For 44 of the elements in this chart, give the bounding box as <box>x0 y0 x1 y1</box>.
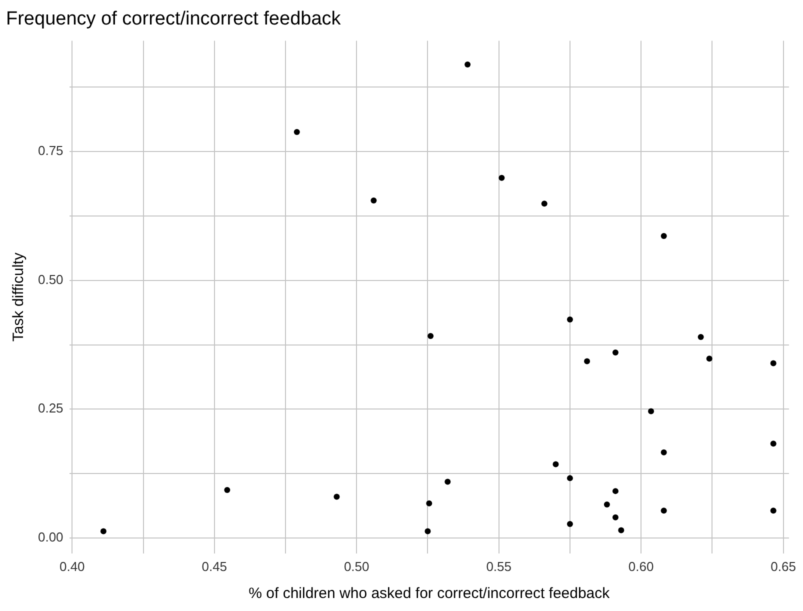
point <box>566 475 573 482</box>
point <box>464 62 471 68</box>
point <box>426 500 432 506</box>
x-tick-label: 0.50 <box>344 558 370 574</box>
point <box>334 494 340 500</box>
point <box>770 508 776 514</box>
x-tick-label: 0.65 <box>770 558 796 574</box>
point <box>498 174 505 181</box>
point <box>660 508 667 514</box>
point <box>660 233 667 240</box>
point <box>224 487 230 494</box>
point <box>552 461 559 468</box>
point <box>612 488 618 494</box>
point <box>612 514 618 520</box>
point <box>584 358 590 364</box>
point <box>706 356 712 362</box>
x-tick-label: 0.40 <box>59 558 85 574</box>
x-tick-label: 0.60 <box>628 558 654 574</box>
x-tick-label: 0.55 <box>486 558 512 574</box>
chart-title: Frequency of correct/incorrect feedback <box>6 8 342 30</box>
point <box>566 316 573 323</box>
x-tick-label: 0.45 <box>202 558 228 574</box>
y-axis-title: Task difficulty <box>10 252 28 342</box>
y-tick-label: 0.75 <box>38 143 64 158</box>
point <box>698 334 704 340</box>
x-axis-title: % of children who asked for correct/incorrect feedback <box>248 585 610 602</box>
point <box>770 440 776 447</box>
point <box>618 527 624 534</box>
point <box>428 332 434 339</box>
point <box>100 528 106 534</box>
point <box>648 408 654 414</box>
point <box>660 449 667 456</box>
point <box>612 349 618 356</box>
point <box>604 501 610 508</box>
point <box>370 198 377 204</box>
point <box>541 200 548 207</box>
point <box>566 521 573 528</box>
point <box>444 478 451 485</box>
point <box>770 360 776 366</box>
y-tick-label: 0.50 <box>38 272 64 287</box>
point <box>424 528 431 534</box>
y-tick-label: 0.25 <box>38 400 64 416</box>
y-tick-label: 0.00 <box>38 530 64 545</box>
point <box>294 128 300 135</box>
